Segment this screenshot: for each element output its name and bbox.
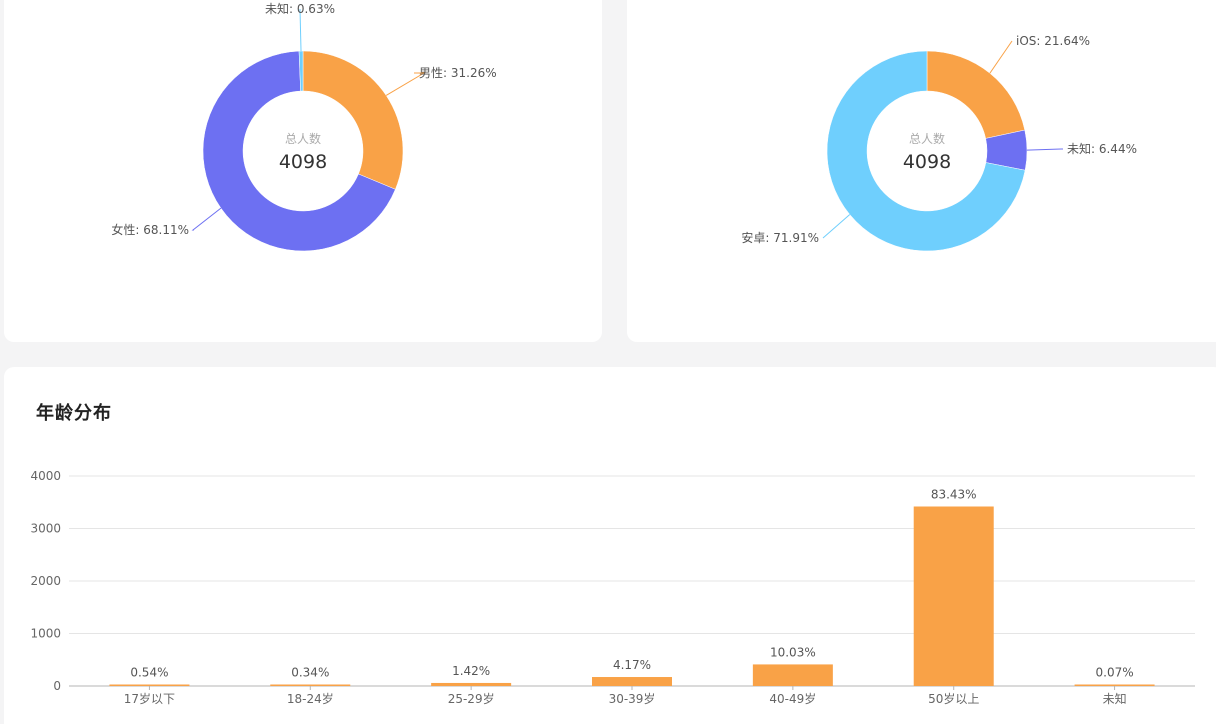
leader-line-2 bbox=[299, 8, 302, 52]
center-value: 4098 bbox=[903, 151, 951, 173]
pie-slice-1 bbox=[202, 50, 396, 252]
x-tick-label-2: 25-29岁 bbox=[448, 691, 495, 706]
x-tick-label-3: 30-39岁 bbox=[609, 691, 656, 706]
leader-line-2 bbox=[822, 214, 851, 239]
bar-data-label-1: 0.34% bbox=[291, 666, 329, 680]
bar-1 bbox=[270, 684, 351, 686]
slice-label-2: 未知: 0.63% bbox=[265, 2, 335, 16]
slice-label-2: 安卓: 71.91% bbox=[741, 230, 819, 245]
bar-2 bbox=[431, 682, 512, 686]
bar-data-label-0: 0.54% bbox=[130, 666, 168, 680]
gender-chart-card: 男性: 31.26% 女性: 68.11% 未知: 0.63% 总人数 4098 bbox=[4, 0, 602, 342]
slice-label-1: 未知: 6.44% bbox=[1067, 142, 1137, 156]
x-tick-label-5: 50岁以上 bbox=[928, 691, 979, 706]
age-bar-chart: 0 1000 2000 3000 4000 0.54% 17岁以下 0.34% 18-24岁 1.… bbox=[30, 469, 1195, 706]
gender-donut-chart: 男性: 31.26% 女性: 68.11% 未知: 0.63% 总人数 4098 bbox=[111, 2, 497, 252]
slice-label-0: iOS: 21.64% bbox=[1016, 34, 1090, 48]
center-value: 4098 bbox=[279, 151, 327, 173]
y-tick-label-2: 2000 bbox=[30, 574, 61, 588]
device-donut-chart: iOS: 21.64% 未知: 6.44% 安卓: 71.91% 总人数 4098 bbox=[741, 34, 1137, 252]
pie-slice-0 bbox=[926, 50, 1026, 139]
y-tick-label-1: 1000 bbox=[30, 627, 61, 641]
x-tick-label-4: 40-49岁 bbox=[769, 691, 816, 706]
y-tick-label-0: 0 bbox=[53, 679, 61, 693]
age-chart-title: 年龄分布 bbox=[36, 403, 112, 424]
bar-6 bbox=[1074, 684, 1155, 686]
bar-data-label-5: 83.43% bbox=[931, 488, 977, 502]
x-tick-label-1: 18-24岁 bbox=[287, 691, 334, 706]
bar-3 bbox=[592, 677, 672, 686]
device-chart-card: iOS: 21.64% 未知: 6.44% 安卓: 71.91% 总人数 4098 bbox=[627, 0, 1216, 342]
pie-slice-2 bbox=[298, 50, 304, 92]
bar-data-label-2: 1.42% bbox=[452, 664, 490, 678]
x-tick-label-0: 17岁以下 bbox=[124, 691, 175, 706]
center-label: 总人数 bbox=[285, 131, 321, 146]
center-label: 总人数 bbox=[909, 131, 945, 146]
y-tick-label-3: 3000 bbox=[30, 522, 61, 536]
age-chart-card: 年龄分布 0 1000 2000 3000 4000 0.54% 17岁以下 0.34% 18-… bbox=[4, 367, 1216, 724]
leader-line-0 bbox=[989, 40, 1013, 74]
x-tick-label-6: 未知 bbox=[1103, 692, 1127, 706]
bar-data-label-6: 0.07% bbox=[1096, 666, 1134, 680]
bar-data-label-4: 10.03% bbox=[770, 645, 816, 659]
bar-4 bbox=[752, 664, 833, 686]
pie-slice-2 bbox=[826, 50, 1026, 252]
slice-label-0: 男性: 31.26% bbox=[419, 66, 497, 80]
pie-slice-0 bbox=[302, 50, 404, 190]
bar-0 bbox=[109, 684, 190, 686]
bar-5 bbox=[913, 506, 994, 686]
leader-line-1 bbox=[191, 207, 222, 231]
bar-data-label-3: 4.17% bbox=[613, 658, 651, 672]
slice-label-1: 女性: 68.11% bbox=[111, 222, 189, 237]
leader-line-1 bbox=[1026, 148, 1063, 151]
y-tick-label-4: 4000 bbox=[30, 469, 61, 483]
leader-line-0 bbox=[385, 72, 426, 96]
